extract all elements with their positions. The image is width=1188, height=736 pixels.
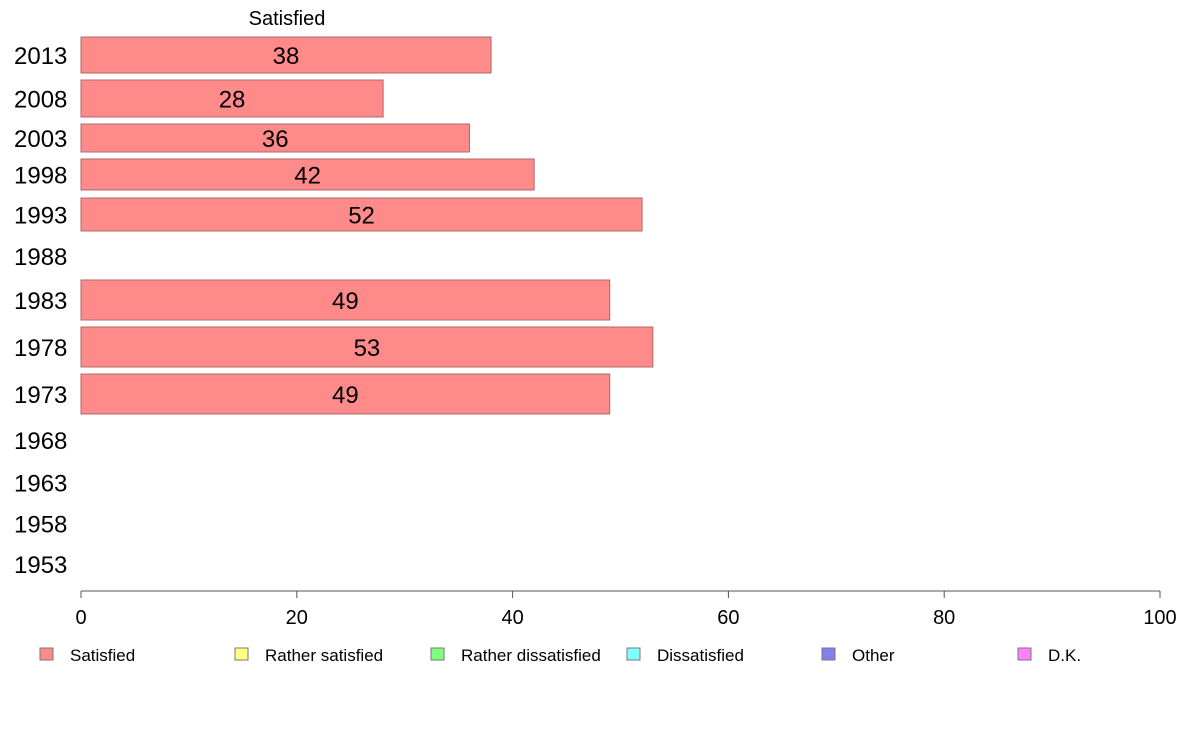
x-tick-label-100: 100 <box>1143 607 1176 629</box>
legend-label-satisfied: Satisfied <box>70 646 135 665</box>
bar-2013 <box>80 36 492 74</box>
legend-label-d-k: D.K. <box>1048 646 1081 665</box>
bar-value-2003: 36 <box>262 126 289 153</box>
bar-1993 <box>80 197 643 232</box>
x-tick-label-20: 20 <box>286 607 308 629</box>
legend: Satisfied Rather satisfied Rather dissatis… <box>39 646 1081 665</box>
bar-2008 <box>80 79 384 118</box>
legend-swatch-d-k <box>1017 647 1032 661</box>
bar-1978 <box>80 326 654 368</box>
bar-1973 <box>80 373 611 415</box>
x-tick-label-40: 40 <box>501 607 523 629</box>
legend-swatch-rather-satisfied <box>234 647 249 661</box>
bar-1983 <box>80 279 611 321</box>
legend-swatch-rather-dissatisfied <box>430 647 445 661</box>
year-label-1968: 1968 <box>14 428 67 455</box>
x-axis: 0 20 40 60 80 100 <box>75 590 1177 629</box>
year-label-1958: 1958 <box>14 512 67 539</box>
bar-value-2013: 38 <box>273 43 300 70</box>
legend-swatch-other <box>821 647 836 661</box>
bar-value-1993: 52 <box>348 203 375 230</box>
bar-value-1983: 49 <box>332 288 359 315</box>
year-label-1973: 1973 <box>14 382 67 409</box>
year-label-2003: 2003 <box>14 126 67 153</box>
year-label-1988: 1988 <box>14 244 67 271</box>
x-tick-label-80: 80 <box>933 607 955 629</box>
year-label-1993: 1993 <box>14 203 67 230</box>
x-tick-label-0: 0 <box>75 607 86 629</box>
series-title: Satisfied <box>249 8 326 30</box>
legend-swatch-satisfied <box>39 647 54 661</box>
bar-value-1973: 49 <box>332 382 359 409</box>
bar-value-2008: 28 <box>219 87 246 114</box>
year-label-2008: 2008 <box>14 87 67 114</box>
legend-label-rather-satisfied: Rather satisfied <box>265 646 383 665</box>
bar-value-1998: 42 <box>294 163 321 190</box>
year-label-1978: 1978 <box>14 335 67 362</box>
year-label-2013: 2013 <box>14 43 67 70</box>
year-labels-group: 2013 2008 2003 1998 1993 1988 1983 1978 1973 1968… <box>14 43 67 579</box>
legend-label-other: Other <box>852 646 895 665</box>
year-label-1983: 1983 <box>14 288 67 315</box>
bar-1998 <box>80 158 535 191</box>
legend-swatch-dissatisfied <box>626 647 641 661</box>
x-tick-label-60: 60 <box>717 607 739 629</box>
legend-label-dissatisfied: Dissatisfied <box>657 646 744 665</box>
year-label-1963: 1963 <box>14 471 67 498</box>
legend-label-rather-dissatisfied: Rather dissatisfied <box>461 646 601 665</box>
year-label-1953: 1953 <box>14 552 67 579</box>
bar-2003 <box>80 123 470 153</box>
bar-value-1978: 53 <box>354 335 381 362</box>
year-label-1998: 1998 <box>14 163 67 190</box>
